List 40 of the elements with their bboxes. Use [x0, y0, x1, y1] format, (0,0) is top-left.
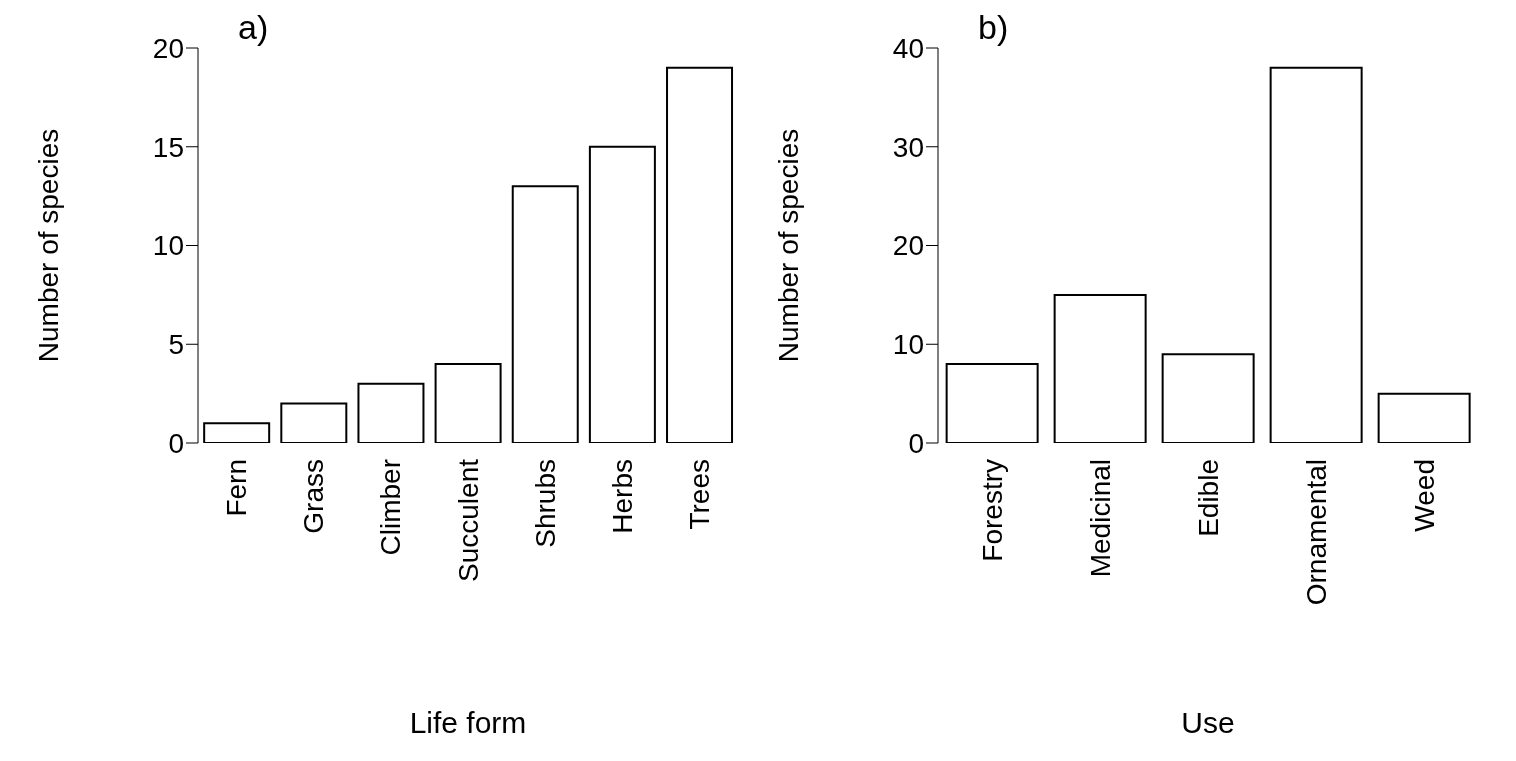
y-axis-title: Number of species [32, 128, 64, 363]
y-tick-label: 15 [152, 131, 184, 163]
x-tick-label: Fern [221, 459, 253, 517]
bar [1269, 66, 1363, 443]
bar [666, 66, 734, 443]
x-tick-label: Shrubs [529, 459, 561, 548]
bar [1161, 353, 1255, 443]
bar [1053, 293, 1147, 443]
x-tick-label: Forestry [976, 459, 1008, 562]
chart-title: b) [978, 8, 1009, 47]
y-axis-title: Number of species [772, 128, 804, 363]
x-axis-title: Use [1181, 706, 1235, 739]
bar [280, 402, 348, 443]
bar [203, 422, 271, 443]
x-tick-label: Weed [1408, 459, 1440, 532]
x-tick-label: Ornamental [1300, 459, 1332, 606]
y-tick-label: 10 [892, 329, 924, 361]
y-tick-label: 30 [892, 131, 924, 163]
x-tick-label: Climber [375, 459, 407, 556]
x-tick-label: Succulent [452, 458, 484, 582]
x-tick-label: Medicinal [1084, 459, 1116, 578]
y-tick-label: 20 [892, 230, 924, 262]
bar [1377, 392, 1471, 443]
x-axis-title: Life form [409, 706, 527, 739]
x-tick-label: Grass [298, 459, 330, 534]
x-tick-label: Herbs [606, 459, 638, 534]
chart-title: a) [238, 8, 269, 47]
y-tick-label: 0 [908, 427, 924, 459]
y-tick-label: 20 [152, 32, 184, 64]
bar [588, 145, 656, 443]
bar [357, 382, 425, 443]
bar [511, 185, 579, 443]
y-tick-label: 0 [168, 427, 184, 459]
y-tick-label: 10 [152, 230, 184, 262]
y-tick-label: 5 [168, 329, 184, 361]
bar [434, 363, 502, 443]
y-tick-label: 40 [892, 32, 924, 64]
x-tick-label: Trees [683, 459, 715, 530]
bar [945, 363, 1039, 443]
x-tick-label: Edible [1192, 459, 1224, 537]
